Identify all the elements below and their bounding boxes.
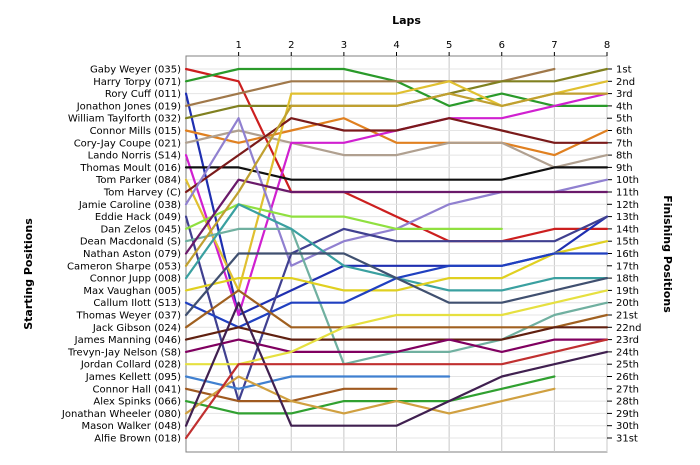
- finishing-position-label: 22nd: [616, 323, 641, 334]
- finishing-position-label: 20th: [616, 298, 639, 309]
- series-line-31: [184, 338, 609, 440]
- series-line-22: [184, 289, 609, 329]
- finishing-position-label: 8th: [616, 151, 633, 162]
- finishing-position-label: 12th: [616, 200, 639, 211]
- finishing-position-label: 13th: [616, 212, 639, 223]
- starting-position-label: James Kellett (095): [85, 372, 181, 383]
- starting-position-label: Tom Parker (084): [95, 175, 181, 186]
- starting-position-label: Mason Walker (048): [81, 421, 181, 432]
- starting-position-label: Max Vaughan (005): [83, 286, 181, 297]
- series-line-16: [184, 178, 609, 255]
- finishing-position-label: 30th: [616, 421, 639, 432]
- finishing-position-label: 10th: [616, 175, 639, 186]
- x-tick-label: 2: [288, 40, 294, 51]
- x-tick-label: 8: [604, 40, 610, 51]
- x-axis-title: Laps: [392, 14, 421, 27]
- starting-position-label: Lando Norris (S14): [88, 151, 181, 162]
- starting-position-label: Eddie Hack (049): [95, 212, 181, 223]
- finishing-position-label: 4th: [616, 101, 633, 112]
- starting-position-label: Jonathan Wheeler (080): [61, 409, 181, 420]
- starting-position-label: Alex Spinks (066): [93, 397, 181, 408]
- starting-position-label: Cameron Sharpe (053): [67, 261, 181, 272]
- series-line-23: [184, 326, 609, 341]
- finishing-position-label: 6th: [616, 126, 633, 137]
- series-lines: [184, 67, 609, 440]
- finishing-position-label: 15th: [616, 237, 639, 248]
- starting-position-label: Jordan Collard (028): [80, 360, 181, 371]
- series-line-21: [184, 252, 609, 317]
- starting-position-label: Gaby Weyer (035): [90, 65, 181, 76]
- finishing-position-label: 9th: [616, 163, 633, 174]
- starting-position-label: Connor Mills (015): [90, 126, 182, 137]
- starting-position-label: Jack Gibson (024): [92, 323, 181, 334]
- series-line-11: [184, 117, 609, 194]
- starting-position-label: Dean Macdonald (S): [80, 237, 181, 248]
- starting-position-label: Connor Hall (041): [93, 384, 182, 395]
- x-tick-label: 3: [341, 40, 347, 51]
- finishing-position-label: 24th: [616, 347, 639, 358]
- series-line-6: [184, 117, 609, 157]
- finishing-position-label: 11th: [616, 188, 639, 199]
- starting-position-label: Callum Ilott (S13): [93, 298, 181, 309]
- finishing-position-label: 5th: [616, 114, 633, 125]
- series-line-4: [184, 67, 556, 108]
- finishing-position-label: 27th: [616, 384, 639, 395]
- series-line-7: [184, 129, 609, 169]
- finishing-position-label: 2nd: [616, 77, 635, 88]
- starting-position-label: James Manning (046): [74, 335, 181, 346]
- finishing-position-label: 26th: [616, 372, 639, 383]
- finishing-position-label: 14th: [616, 224, 639, 235]
- series-line-9: [184, 166, 609, 181]
- finishing-position-label: 25th: [616, 360, 639, 371]
- starting-position-label: Tom Harvey (C): [103, 188, 181, 199]
- x-tick-label: 6: [499, 40, 505, 51]
- series-line-30: [184, 301, 609, 427]
- series-line-17: [184, 92, 609, 267]
- x-tick-label: 5: [446, 40, 452, 51]
- finishing-position-label: 31st: [616, 434, 638, 445]
- x-tick-label: 1: [235, 40, 241, 51]
- starting-position-label: Cory-Jay Coupe (021): [74, 138, 181, 149]
- labels: 1 2 3 4 5 6 7 8 Laps Starting Positions Finishing …: [22, 14, 674, 445]
- finishing-position-label: 16th: [616, 249, 639, 260]
- starting-position-label: Dan Zelos (045): [100, 224, 181, 235]
- y-axis-title-right: Finishing Positions: [661, 195, 674, 313]
- x-tick-label: 4: [393, 40, 399, 51]
- finishing-position-label: 28th: [616, 397, 639, 408]
- series-line-19: [184, 240, 609, 292]
- series-line-13: [184, 215, 609, 403]
- series-line-26: [184, 375, 451, 390]
- series-line-29: [184, 375, 556, 415]
- starting-position-label: Nathan Aston (079): [83, 249, 181, 260]
- finishing-position-label: 19th: [616, 286, 639, 297]
- starting-position-label: Alfie Brown (018): [94, 434, 181, 445]
- starting-position-label: Trevyn-Jay Nelson (S8): [67, 347, 181, 358]
- starting-position-label: William Taylforth (032): [68, 114, 181, 125]
- finishing-position-label: 7th: [616, 138, 633, 149]
- finishing-position-label: 18th: [616, 274, 639, 285]
- starting-position-label: Thomas Moult (016): [79, 163, 181, 174]
- finishing-position-label: 21st: [616, 311, 638, 322]
- starting-position-label: Harry Torpy (071): [93, 77, 181, 88]
- finishing-position-label: 23rd: [616, 335, 639, 346]
- series-line-25: [184, 289, 609, 366]
- starting-position-label: Jonathon Jones (019): [76, 101, 181, 112]
- series-line-28: [184, 375, 556, 415]
- finishing-position-label: 29th: [616, 409, 639, 420]
- finishing-position-label: 1st: [616, 65, 632, 76]
- starting-position-label: Thomas Weyer (037): [75, 311, 181, 322]
- starting-position-label: Jamie Caroline (038): [78, 200, 181, 211]
- series-line-1: [184, 67, 609, 243]
- x-tick-label: 7: [551, 40, 557, 51]
- starting-position-label: Connor Jupp (008): [90, 274, 181, 285]
- finishing-position-label: 17th: [616, 261, 639, 272]
- starting-position-label: Rory Cuff (011): [105, 89, 181, 100]
- y-axis-title-left: Starting Positions: [22, 218, 35, 330]
- finishing-position-label: 3rd: [616, 89, 633, 100]
